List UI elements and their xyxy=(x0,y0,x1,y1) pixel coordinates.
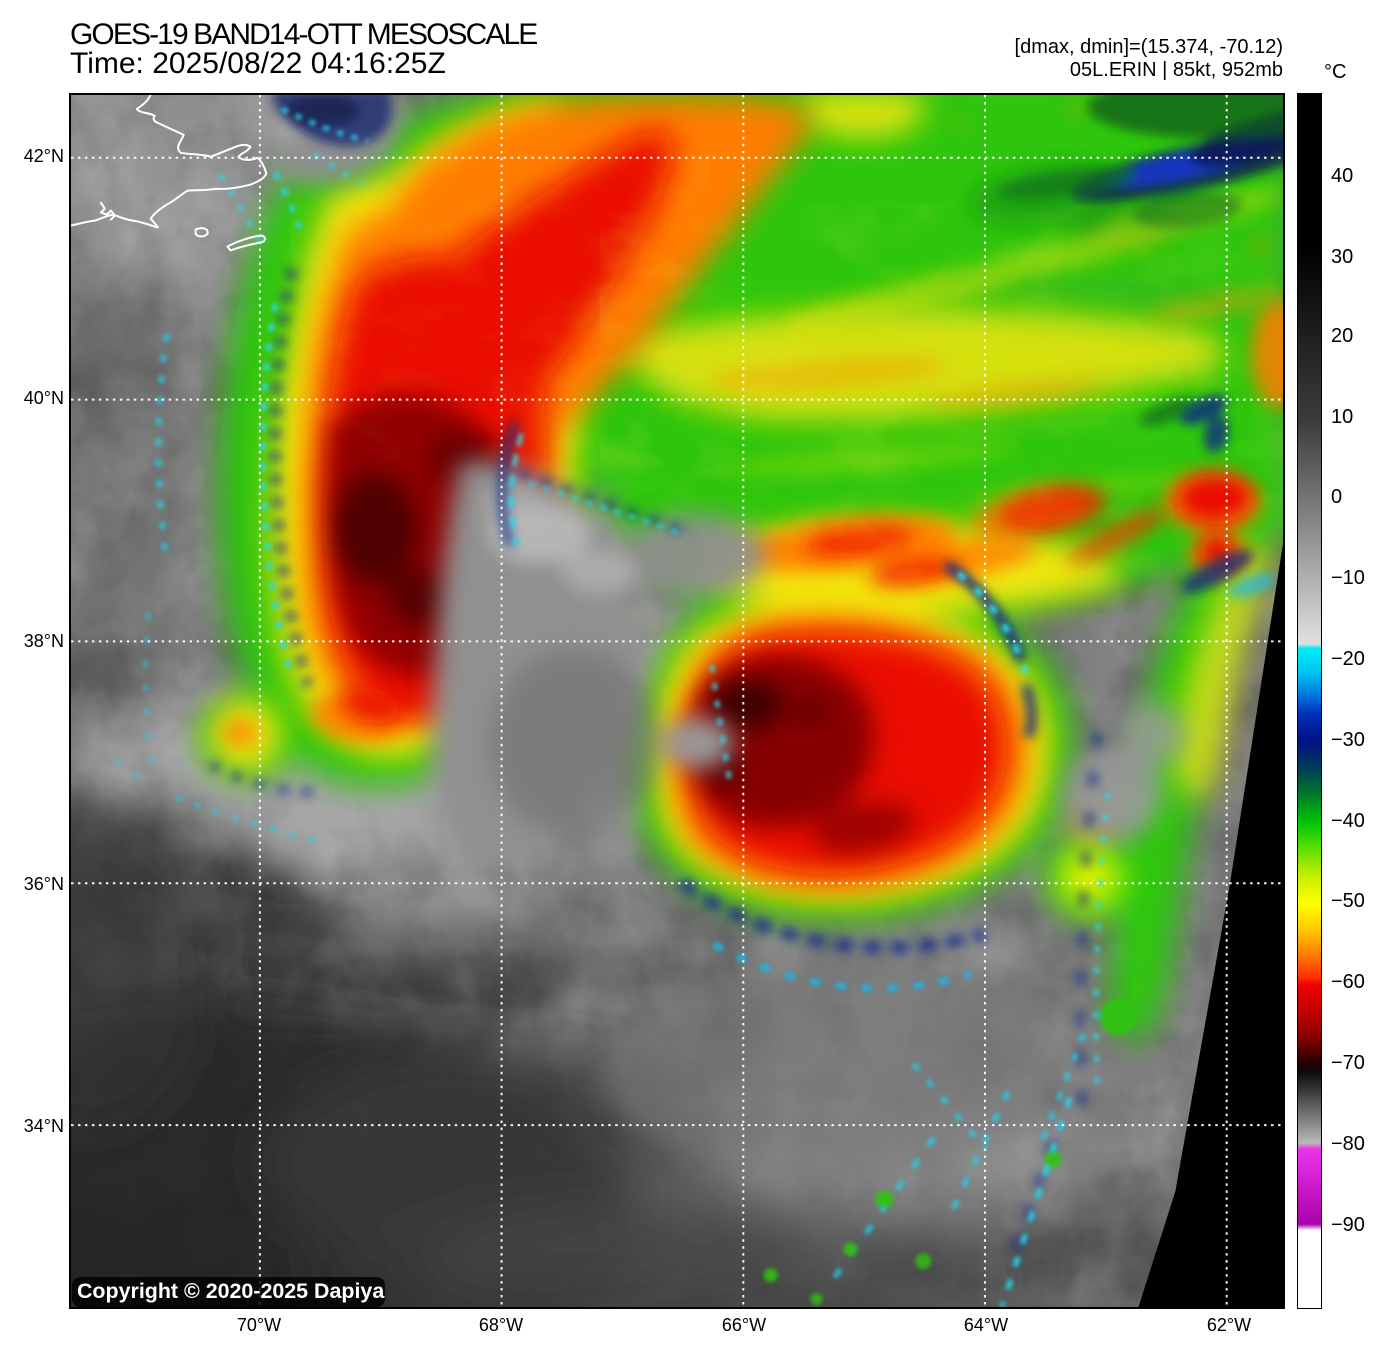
svg-text:Copyright © 2020-2025 Dapiya: Copyright © 2020-2025 Dapiya xyxy=(77,1279,385,1303)
